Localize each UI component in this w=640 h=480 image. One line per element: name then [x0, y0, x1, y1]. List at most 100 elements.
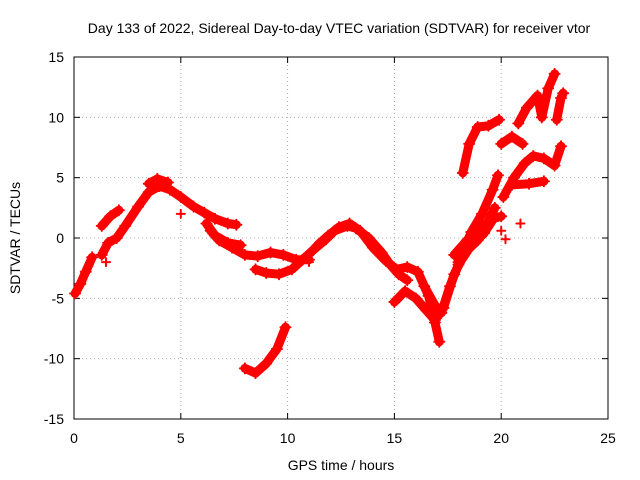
data-point	[379, 254, 392, 267]
y-tick-labels: -15 -10 -5 0 5 10 15	[44, 49, 64, 427]
data-point	[273, 268, 286, 281]
x-tick-label: 5	[177, 430, 185, 446]
data-point	[555, 140, 568, 153]
data-point	[238, 248, 251, 261]
data-point	[557, 87, 570, 100]
data-point	[311, 239, 324, 252]
data-point	[486, 183, 499, 196]
data-point	[208, 212, 221, 225]
data-point	[542, 82, 555, 95]
data-point	[433, 335, 446, 348]
data-point	[367, 241, 380, 254]
data-point	[435, 306, 448, 319]
series-line	[240, 322, 290, 378]
series-arc-16	[497, 140, 568, 203]
data-point	[548, 67, 561, 80]
series-arc-14	[456, 113, 506, 179]
series-line	[419, 215, 498, 318]
data-point	[493, 113, 506, 126]
y-tick-label: 15	[48, 49, 64, 65]
data-point	[401, 260, 414, 273]
data-point	[322, 229, 335, 242]
data-point	[495, 137, 508, 150]
x-tick-label: 0	[70, 430, 78, 446]
data-point	[500, 234, 511, 245]
x-tick-labels: 0 5 10 15 20 25	[70, 430, 616, 446]
data-point	[119, 219, 132, 232]
y-axis-label: SDTVAR / TECUs	[7, 182, 23, 294]
series-scattered-points	[101, 208, 526, 268]
data-point	[303, 257, 314, 268]
data-point	[74, 277, 87, 290]
data-point	[418, 280, 431, 293]
data-point	[238, 362, 251, 375]
data-point	[505, 178, 518, 191]
data-point	[95, 219, 108, 232]
series-arc-3	[95, 204, 125, 232]
data-point	[296, 253, 309, 266]
data-point	[555, 92, 568, 105]
data-point	[110, 232, 123, 244]
data-point	[101, 257, 112, 268]
data-point	[260, 266, 273, 279]
series-arc-1	[69, 251, 99, 300]
data-point	[516, 137, 529, 150]
data-point	[213, 234, 226, 247]
data-point	[174, 190, 187, 203]
data-point	[112, 204, 125, 217]
data-point	[102, 236, 115, 249]
axis-ticks	[73, 56, 609, 420]
data-point	[390, 263, 403, 276]
chart-title: Day 133 of 2022, Sidereal Day-to-day VTE…	[88, 20, 591, 36]
series-arc-13	[238, 321, 292, 380]
data-point	[456, 166, 469, 179]
y-tick-label: -15	[44, 411, 64, 427]
data-point	[488, 201, 501, 214]
data-point	[520, 101, 533, 114]
data-point	[251, 250, 264, 263]
x-axis-label: GPS time / hours	[288, 457, 395, 473]
data-point	[277, 248, 290, 261]
data-point	[260, 357, 273, 370]
data-point	[531, 89, 544, 102]
series-line	[313, 219, 444, 347]
data-point	[230, 218, 243, 231]
data-point	[132, 200, 145, 213]
data-point	[142, 177, 155, 190]
x-tick-label: 10	[280, 430, 296, 446]
data-point	[497, 190, 510, 203]
data-point	[548, 159, 561, 172]
data-point	[354, 224, 367, 237]
data-point	[452, 256, 465, 269]
data-point	[343, 217, 356, 230]
data-point	[448, 248, 461, 261]
data-point	[505, 130, 518, 143]
data-point	[443, 280, 456, 293]
y-tick-label: 0	[56, 230, 64, 246]
data-point	[537, 152, 550, 165]
data-point	[491, 169, 504, 182]
data-point	[69, 287, 82, 300]
series-arc-6	[204, 224, 315, 266]
series-line	[97, 181, 241, 260]
data-point	[495, 210, 508, 223]
series-arc-17	[505, 175, 550, 191]
data-point	[537, 175, 550, 188]
data-point	[399, 285, 412, 298]
data-point	[518, 157, 531, 170]
series-arc-12	[448, 210, 508, 261]
data-point	[200, 217, 213, 230]
data-point	[95, 248, 108, 261]
data-point	[471, 120, 484, 133]
y-tick-label: 10	[48, 109, 64, 125]
data-point	[428, 299, 441, 312]
series-arc-19	[550, 87, 570, 126]
data-point	[482, 119, 495, 132]
x-tick-label: 20	[493, 430, 509, 446]
data-point	[475, 207, 488, 220]
x-tick-label: 25	[600, 430, 616, 446]
data-point	[332, 221, 345, 234]
data-point	[187, 200, 200, 213]
data-point	[515, 218, 526, 229]
data-point	[388, 295, 401, 308]
